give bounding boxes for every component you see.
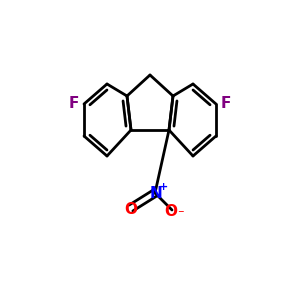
Text: F: F [69,97,79,112]
Text: N: N [150,185,162,200]
Text: O: O [124,202,137,217]
Text: +: + [159,182,169,192]
Text: O: O [164,203,178,218]
Text: F: F [221,97,231,112]
Text: ⁻: ⁻ [177,208,183,221]
